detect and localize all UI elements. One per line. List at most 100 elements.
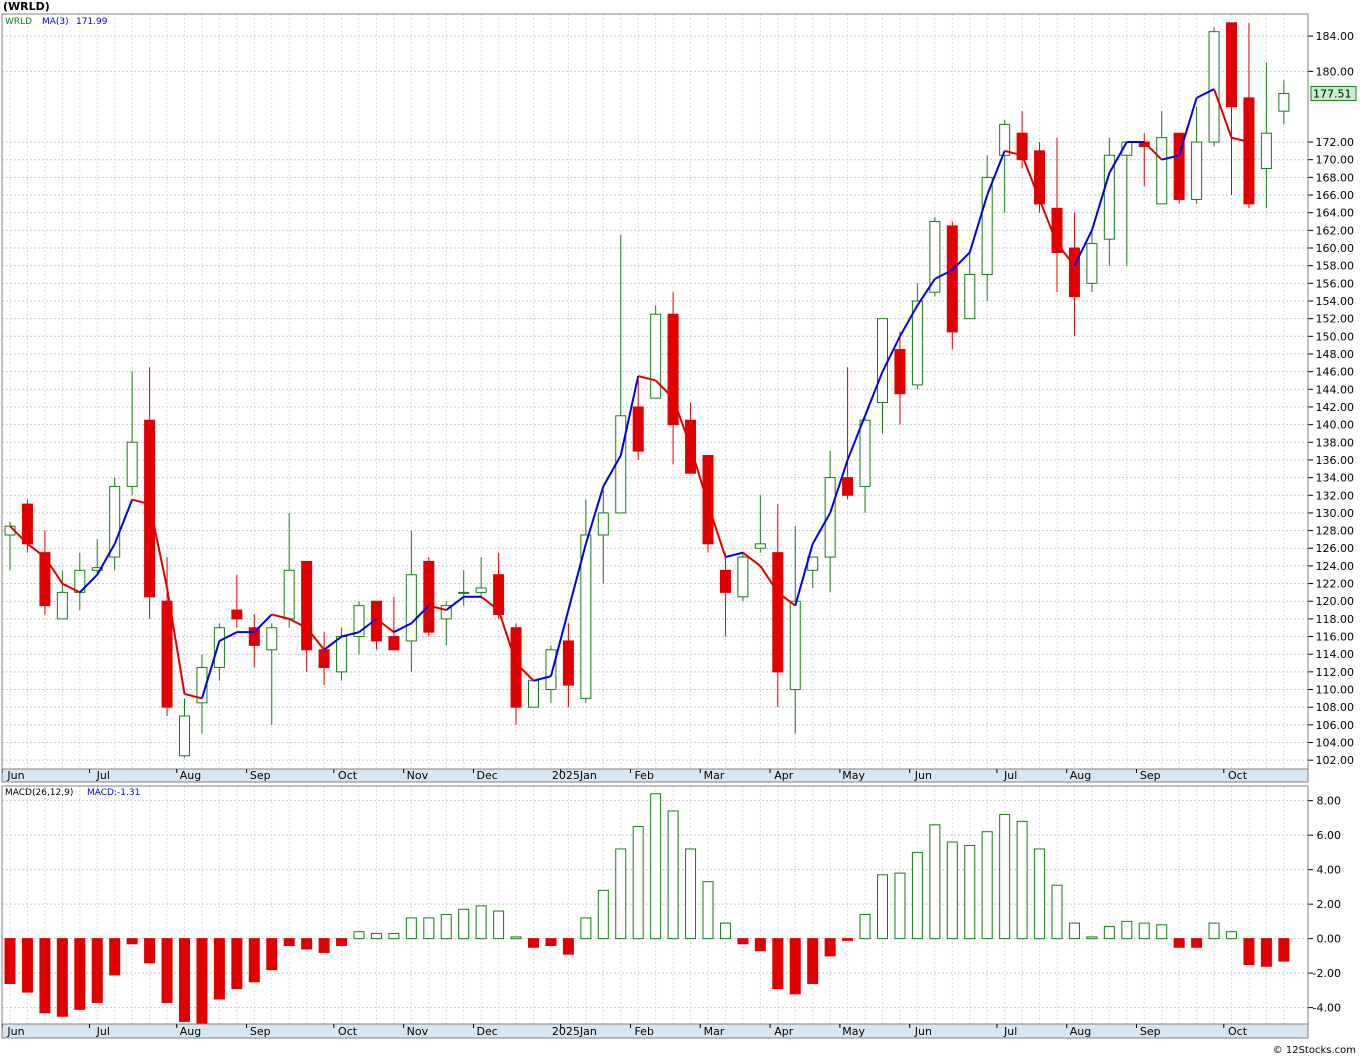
candle (1208, 27, 1220, 147)
candle-body (440, 605, 452, 620)
macd-bar (1260, 938, 1272, 967)
ma-segment (794, 543, 814, 606)
macd-month-label: Dec (477, 1025, 498, 1038)
macd-bar (440, 913, 452, 940)
macd-histogram (4, 793, 1290, 1024)
macd-bar (336, 938, 348, 947)
price-tick-label: 132.00 (1316, 489, 1355, 502)
footer-credit: © 12Stocks.com (1272, 1045, 1356, 1056)
candle-body (231, 609, 243, 620)
macd-bar (597, 889, 609, 940)
ma-segment (1090, 172, 1111, 231)
price-tick-label: 124.00 (1316, 560, 1355, 573)
ma-segment (654, 379, 674, 399)
macd-month-label: Aug (180, 1025, 201, 1038)
ma-segment (1073, 229, 1093, 267)
price-tick-label: 104.00 (1316, 737, 1355, 750)
price-month-label: Mar (704, 769, 725, 782)
ma-segment (549, 609, 570, 677)
macd-month-label: Nov (407, 1025, 429, 1038)
macd-bar (562, 938, 574, 955)
price-month-label: Sep (250, 769, 271, 782)
price-tick-label: 162.00 (1316, 224, 1355, 237)
candle (353, 601, 365, 655)
price-tick-label: 108.00 (1316, 701, 1355, 714)
candle (772, 504, 784, 708)
macd-month-label: Jul (1003, 1025, 1017, 1038)
macd-tick-label: 6.00 (1317, 829, 1342, 842)
ma-segment (79, 574, 98, 594)
price-tick-label: 164.00 (1316, 207, 1355, 220)
price-tick-label: 134.00 (1316, 472, 1355, 485)
candle-body (1226, 22, 1237, 108)
candle-body (370, 600, 382, 642)
macd-bar (824, 938, 836, 957)
price-tick-label: 128.00 (1316, 525, 1355, 538)
candle (179, 698, 190, 758)
macd-bar (981, 831, 993, 940)
price-tick-label: 150.00 (1316, 330, 1355, 343)
candle-body (1103, 154, 1115, 240)
macd-bar (126, 938, 138, 945)
candle (301, 560, 313, 672)
ma-segment (515, 662, 535, 682)
candle (1086, 230, 1098, 293)
macd-bar (475, 905, 487, 940)
ma-segment (829, 459, 849, 514)
candle-body (842, 477, 854, 496)
macd-month-label: Sep (1140, 1025, 1161, 1038)
macd-month-label: Oct (338, 1025, 358, 1038)
candle-body (719, 569, 731, 593)
candle (737, 552, 749, 602)
candle (667, 292, 679, 465)
candle (894, 331, 906, 425)
candle (981, 155, 993, 301)
ma-segment (410, 604, 430, 625)
candle-body (667, 313, 679, 426)
ma-segment (44, 556, 64, 585)
candle-body (894, 349, 906, 395)
macd-panel-frame (1, 785, 1309, 1039)
candle (719, 552, 731, 637)
candle (283, 512, 295, 628)
candle (1068, 212, 1080, 337)
candle (388, 596, 400, 651)
price-tick-label: 112.00 (1316, 666, 1355, 679)
ma-segment (637, 375, 656, 382)
price-tick-label: 114.00 (1316, 648, 1355, 661)
candle-body (405, 574, 417, 642)
price-tick-label: 168.00 (1316, 171, 1355, 184)
price-month-label: Jul (1003, 769, 1017, 782)
macd-bar (231, 938, 243, 990)
price-tick-label: 118.00 (1316, 613, 1355, 626)
ma-segment (480, 596, 500, 611)
candle-body (528, 680, 539, 708)
macd-bar (877, 874, 888, 940)
candle-body (1051, 207, 1063, 253)
macd-y-axis: -4.00 -2.00 0.00 2.00 4.00 6.00 8.00 (1308, 795, 1341, 1015)
ma-segment (200, 640, 221, 699)
ma-segment (341, 631, 360, 638)
ma-segment (968, 194, 989, 253)
price-month-label: Aug (180, 769, 201, 782)
candle-body (929, 221, 941, 293)
price-tick-label: 142.00 (1316, 401, 1355, 414)
price-tick-label: 160.00 (1316, 242, 1355, 255)
macd-bar (213, 938, 225, 1000)
candle-body (789, 600, 801, 691)
candle (807, 556, 819, 588)
macd-bar (1278, 938, 1290, 962)
macd-bar (894, 872, 906, 940)
candle-body (266, 627, 278, 651)
last-price-badge: 177.51 (1310, 85, 1357, 101)
candle (196, 654, 208, 734)
macd-bar (911, 851, 923, 940)
price-month-label: Sep (1140, 769, 1161, 782)
candle (144, 367, 156, 619)
macd-bar (946, 841, 958, 940)
candle-body (318, 649, 330, 668)
macd-bar (56, 938, 68, 1017)
price-tick-label: 144.00 (1316, 383, 1355, 396)
ma-segment (1108, 141, 1128, 174)
